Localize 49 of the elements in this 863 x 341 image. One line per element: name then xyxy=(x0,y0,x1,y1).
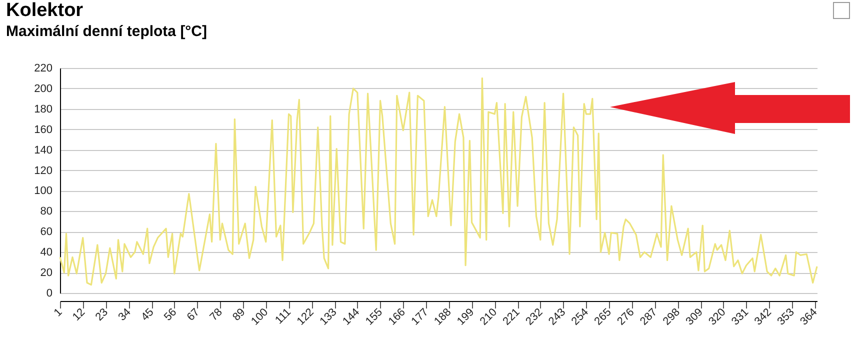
x-tick-label: 199 xyxy=(455,306,477,328)
x-tick-label: 89 xyxy=(230,306,248,324)
x-tick-label: 78 xyxy=(208,306,225,324)
x-tick-label: 298 xyxy=(660,306,682,328)
x-tick-label: 56 xyxy=(162,306,180,324)
x-tick-label: 34 xyxy=(116,306,134,324)
x-tick-label: 342 xyxy=(752,306,774,328)
x-tick-label: 276 xyxy=(615,306,637,328)
x-tick-label: 1 xyxy=(52,306,65,320)
x-tick-label: 23 xyxy=(93,306,110,324)
x-tick-label: 287 xyxy=(638,306,660,328)
x-tick-label: 67 xyxy=(184,306,202,324)
y-tick-label: 60 xyxy=(40,226,52,238)
x-tick-label: 331 xyxy=(730,306,752,328)
x-tick-label: 166 xyxy=(386,306,408,328)
x-tick-label: 364 xyxy=(798,306,820,328)
x-tick-label: 12 xyxy=(70,306,88,324)
y-tick-label: 220 xyxy=(34,62,52,74)
x-tick-label: 254 xyxy=(569,306,591,328)
x-tick-label: 353 xyxy=(775,306,797,328)
x-tick-label: 144 xyxy=(340,306,362,328)
x-tick-label: 177 xyxy=(409,306,431,328)
y-tick-label: 140 xyxy=(34,144,52,156)
y-tick-label: 80 xyxy=(40,206,52,218)
y-tick-label: 40 xyxy=(40,246,52,259)
x-tick-label: 232 xyxy=(524,306,546,328)
y-tick-label: 0 xyxy=(46,288,52,300)
x-tick-label: 210 xyxy=(478,306,500,328)
x-tick-label: 45 xyxy=(139,306,156,324)
x-tick-label: 155 xyxy=(364,306,386,328)
y-tick-label: 120 xyxy=(34,164,52,177)
y-tick-label: 20 xyxy=(40,267,52,280)
y-tick-label: 100 xyxy=(34,185,52,198)
x-tick-label: 309 xyxy=(684,306,706,328)
x-tick-label: 221 xyxy=(500,306,522,328)
chart-subtitle: Maximální denní teplota [°C] xyxy=(6,23,208,40)
y-tick-label: 180 xyxy=(34,103,52,116)
x-tick-label: 265 xyxy=(592,306,614,328)
line-series xyxy=(59,77,818,286)
x-tick-label: 122 xyxy=(294,306,316,328)
y-tick-label: 160 xyxy=(34,124,52,136)
x-tick-label: 320 xyxy=(706,306,728,328)
x-tick-label: 243 xyxy=(546,306,568,328)
y-tick-label: 200 xyxy=(34,82,52,95)
x-tick-label: 111 xyxy=(273,306,294,327)
x-tick-label: 100 xyxy=(249,306,271,328)
chart-title: Kolektor xyxy=(6,0,84,22)
x-tick-label: 188 xyxy=(432,306,454,328)
x-tick-label: 133 xyxy=(318,306,340,328)
